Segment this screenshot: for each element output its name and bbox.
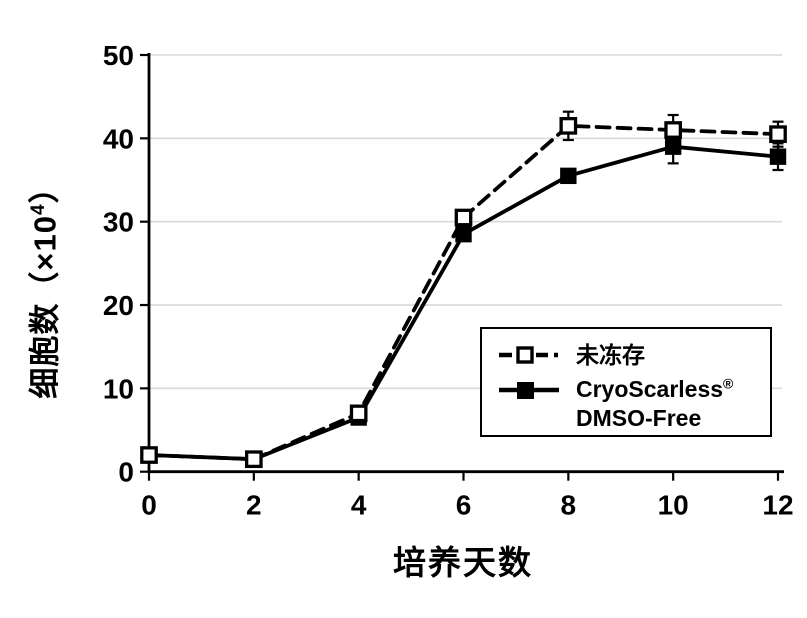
y-tick-label-30: 30 [103,207,134,238]
x-tick-label-0: 0 [141,490,157,521]
x-tick-label-2: 2 [246,490,262,521]
legend-entry-untreated: 未冻存 [498,341,645,370]
marker-open-square-6 [454,208,473,227]
legend-box: 未冻存 CryoScarless® DMSO-Free [480,327,772,437]
legend-label-cryoscarless-line1: CryoScarless [576,376,724,402]
marker-filled-square-6 [455,225,472,243]
legend-label-untreated: 未冻存 [576,342,645,368]
y-tick-label-20: 20 [103,290,134,321]
marker-filled-square-10 [664,138,682,155]
y-axis-title-close: ） [27,171,63,204]
x-axis-title: 培养天数 [393,544,533,581]
marker-open-square-4 [349,404,368,423]
y-tick-label-50: 50 [103,40,134,71]
y-axis-title-text: 细胞数（×10 [27,214,63,399]
x-tick-label-6: 6 [456,490,472,521]
x-tick-label-4: 4 [351,490,367,521]
y-tick-label-0: 0 [118,457,134,488]
marker-filled-square-8 [560,167,577,185]
marker-open-square-0 [140,446,158,464]
x-tick-label-8: 8 [561,490,577,521]
y-tick-label-10: 10 [103,373,134,404]
y-axis-title: 细胞数（×104） [20,171,65,398]
legend-entry-cryoscarless: CryoScarless® DMSO-Free [498,375,733,433]
legend-marker-dashed-open-square [499,346,558,365]
marker-open-square-2 [244,450,263,469]
marker-open-square-10 [664,121,683,139]
y-axis-title-superscript: 4 [28,203,50,215]
marker-open-square-8 [559,116,578,135]
marker-filled-square-12 [769,148,787,165]
x-tick-label-10: 10 [658,490,689,521]
registered-trademark-symbol: ® [723,375,734,392]
legend-label-cryoscarless-line2: DMSO-Free [576,404,702,431]
x-tick-label-12: 12 [762,490,793,521]
legend-marker-solid-filled-square [499,382,559,399]
legend-label-cryoscarless: CryoScarless® DMSO-Free [576,375,733,433]
y-tick-label-40: 40 [103,123,134,154]
marker-open-square-12 [769,125,787,144]
